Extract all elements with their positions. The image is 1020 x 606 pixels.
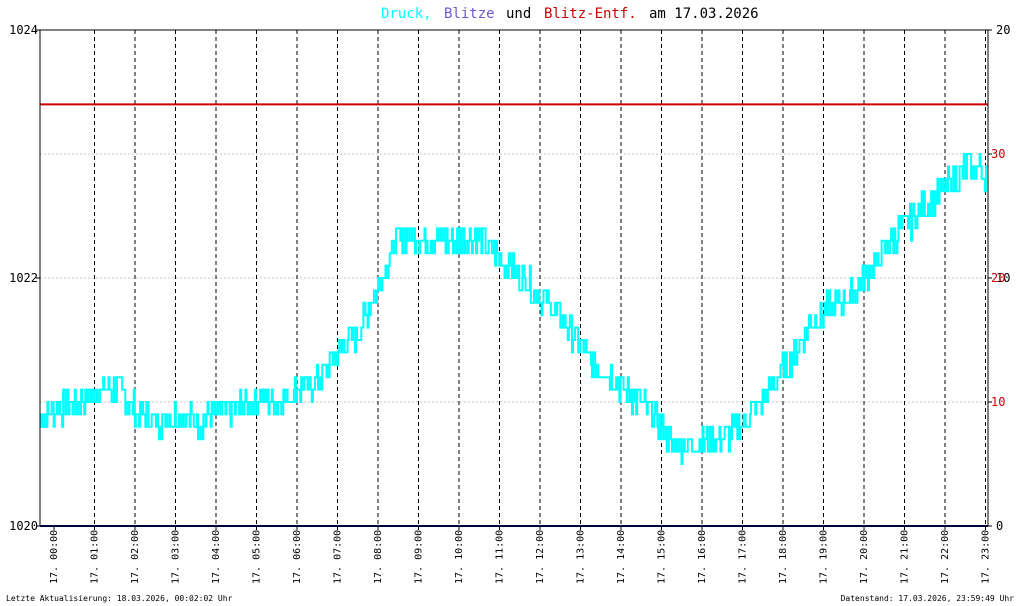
axes: 17. 00:00 17. 01:00 17. 02:00 17. 03:00 17. …: [9, 23, 1010, 584]
x-tick-label: 17. 07:00: [333, 530, 344, 584]
x-tick-label: 17. 19:00: [819, 530, 830, 584]
x-tick-label: 17. 04:00: [211, 530, 222, 584]
y-left-tick-label: 1020: [9, 519, 38, 533]
x-tick-label: 17. 12:00: [535, 530, 546, 584]
x-tick-label: 17. 16:00: [697, 530, 708, 584]
x-tick-label: 17. 22:00: [940, 530, 951, 584]
title-druck: Druck,: [381, 6, 432, 22]
title-date: am 17.03.2026: [649, 6, 759, 22]
data-timestamp-text: Datenstand: 17.03.2026, 23:59:49 Uhr: [840, 594, 1014, 603]
x-tick-label: 17. 01:00: [90, 530, 101, 584]
x-tick-label: 17. 09:00: [414, 530, 425, 584]
x-tick-label: 17. 05:00: [252, 530, 263, 584]
y-right-red-tick-label: 30: [991, 147, 1005, 161]
x-tick-label: 17. 21:00: [900, 530, 911, 584]
plot-area: [40, 103, 988, 527]
last-update-text: Letzte Aktualisierung: 18.03.2026, 00:02…: [6, 594, 233, 603]
x-tick-label: 17. 17:00: [738, 530, 749, 584]
chart-title: Druck, Blitze und Blitz-Entf. am 17.03.2…: [381, 6, 759, 22]
y-left-tick-label: 1024: [9, 23, 38, 37]
x-tick-label: 17. 11:00: [495, 530, 506, 584]
y-right-red-tick-label: 10: [991, 395, 1005, 409]
x-tick-label: 17. 23:00: [981, 530, 992, 584]
y-right-red-tick-label: 20: [991, 271, 1005, 285]
x-tick-label: 17. 14:00: [616, 530, 627, 584]
x-tick-label: 17. 15:00: [657, 530, 668, 584]
x-tick-label: 17. 08:00: [373, 530, 384, 584]
title-und: und: [506, 6, 531, 22]
pressure-line: [40, 153, 988, 465]
y-right-tick-label: 20: [996, 23, 1010, 37]
x-tick-label: 17. 10:00: [454, 530, 465, 584]
y-right-tick-label: 0: [996, 519, 1003, 533]
x-tick-label: 17. 13:00: [576, 530, 587, 584]
y-left-tick-label: 1022: [9, 271, 38, 285]
x-tick-label: 17. 18:00: [778, 530, 789, 584]
title-blitz-entf: Blitz-Entf.: [544, 6, 637, 22]
x-tick-label: 17. 00:00: [49, 530, 60, 584]
y-right-tick-label: 10: [996, 271, 1010, 285]
x-tick-label: 17. 02:00: [130, 530, 141, 584]
x-tick-label: 17. 06:00: [292, 530, 303, 584]
x-tick-label: 17. 20:00: [859, 530, 870, 584]
x-tick-label: 17. 03:00: [171, 530, 182, 584]
title-blitze: Blitze: [444, 6, 495, 22]
